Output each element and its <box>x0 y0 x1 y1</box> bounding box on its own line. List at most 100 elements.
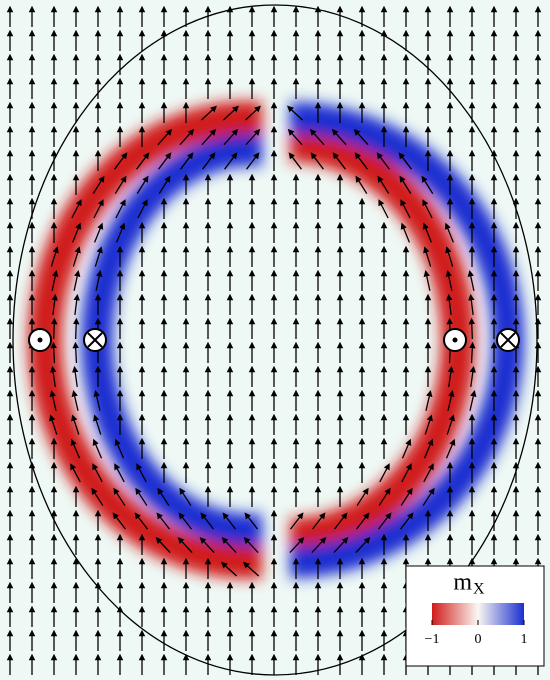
arrow <box>112 512 127 530</box>
arrow <box>289 512 304 530</box>
arrow <box>199 537 215 554</box>
arrow <box>424 414 433 435</box>
arrow <box>137 199 148 219</box>
arrow <box>177 537 193 554</box>
arrow <box>423 438 434 459</box>
arrow <box>72 246 81 267</box>
arrow <box>447 365 455 388</box>
arrow <box>288 152 302 170</box>
arrow <box>311 512 326 530</box>
arrow <box>422 199 433 219</box>
arrow <box>332 152 346 170</box>
arrow <box>401 463 412 483</box>
arrow <box>202 152 216 170</box>
arrow <box>158 152 172 170</box>
arrow <box>423 463 434 483</box>
arrow <box>93 390 101 411</box>
arrow <box>156 512 171 530</box>
arrow <box>224 152 238 170</box>
arrow <box>333 537 349 554</box>
arrow <box>287 105 304 121</box>
arrow <box>116 222 126 243</box>
arrow <box>468 293 475 316</box>
arrow <box>136 152 150 170</box>
colorbar-label-sub: X <box>473 581 485 598</box>
arrow <box>221 537 237 554</box>
arrow <box>73 270 81 291</box>
arrow <box>311 537 327 554</box>
arrow <box>71 199 82 219</box>
cross-marker <box>83 328 107 352</box>
arrow <box>378 199 389 219</box>
arrow <box>222 105 239 121</box>
arrow <box>309 128 325 146</box>
arrow <box>72 341 79 364</box>
dot-marker <box>28 328 52 352</box>
arrow <box>114 463 125 483</box>
arrow <box>72 317 80 340</box>
arrow <box>49 390 57 411</box>
arrow <box>95 270 103 291</box>
arrow <box>399 175 412 194</box>
arrow <box>73 293 80 316</box>
arrow <box>157 487 170 506</box>
arrow <box>469 365 477 388</box>
colorbar-tick-label: −1 <box>425 632 440 647</box>
arrow <box>287 128 303 146</box>
arrow <box>425 390 433 411</box>
arrow <box>135 487 148 506</box>
arrow <box>71 390 79 411</box>
arrow <box>157 128 173 146</box>
arrow <box>445 246 454 267</box>
arrow <box>94 222 104 243</box>
arrow <box>355 512 370 530</box>
arrow <box>377 512 392 530</box>
markers <box>28 328 520 352</box>
arrow <box>423 270 431 291</box>
arrow <box>94 246 103 267</box>
arrow <box>136 175 149 194</box>
arrow <box>469 390 477 411</box>
arrow <box>445 438 456 459</box>
arrow <box>468 317 476 340</box>
arrow <box>243 537 259 554</box>
arrow <box>178 512 193 530</box>
arrow <box>158 175 171 194</box>
arrow <box>400 222 410 243</box>
arrow <box>115 199 126 219</box>
arrow <box>179 487 192 506</box>
arrow <box>242 561 260 577</box>
arrow-grid <box>6 5 542 675</box>
arrow <box>113 487 126 506</box>
boundary <box>12 4 538 676</box>
colorbar-tick-label: 1 <box>521 632 528 647</box>
arrow <box>469 341 476 364</box>
arrow <box>289 537 305 554</box>
arrow <box>50 341 57 364</box>
arrow <box>70 438 81 459</box>
colorbar <box>432 603 524 625</box>
arrow <box>92 175 105 194</box>
arrow <box>92 438 103 459</box>
arrow <box>445 270 453 291</box>
arrow <box>91 487 104 506</box>
arrow <box>400 487 413 506</box>
arrow <box>223 128 239 146</box>
arrow <box>49 414 58 435</box>
arrow <box>50 317 58 340</box>
arrow <box>180 152 194 170</box>
arrow <box>422 487 435 506</box>
arrow <box>379 463 390 483</box>
arrow <box>93 199 104 219</box>
arrow <box>114 175 127 194</box>
arrow <box>355 537 371 554</box>
arrow <box>444 222 454 243</box>
arrow <box>400 199 411 219</box>
arrow <box>467 270 475 291</box>
arrow <box>310 152 324 170</box>
arrow <box>376 152 390 170</box>
arrow <box>92 463 103 483</box>
arrow <box>422 222 432 243</box>
arrow <box>353 128 369 146</box>
